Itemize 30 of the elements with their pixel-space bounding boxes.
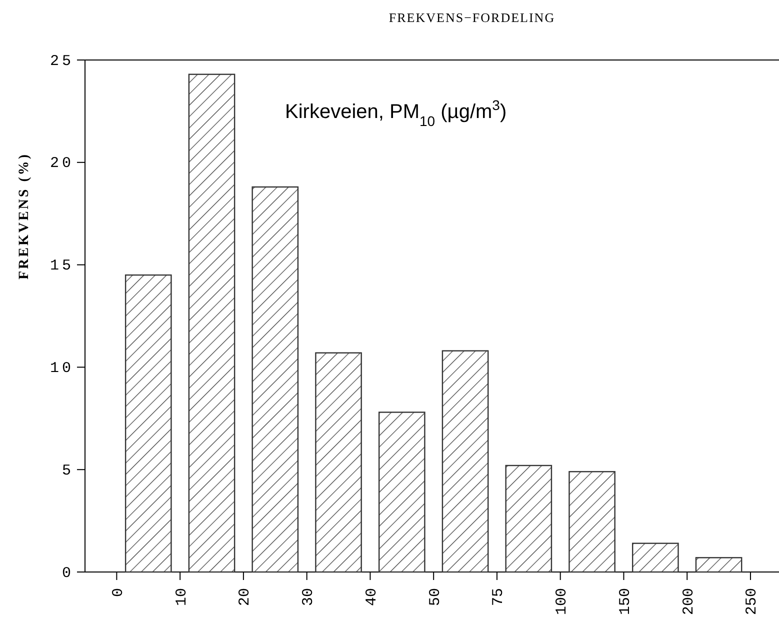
text: 10	[173, 588, 190, 606]
bar	[315, 352, 362, 573]
bar	[442, 350, 489, 573]
y-tick-label: 25	[50, 52, 74, 70]
text: 40	[363, 588, 380, 606]
text: 50	[426, 588, 444, 606]
bar	[188, 74, 236, 573]
bar	[695, 557, 742, 573]
bar	[252, 186, 299, 573]
y-tick-label: 0	[62, 564, 74, 582]
bar	[505, 464, 552, 573]
text: 150	[616, 588, 634, 616]
bar	[124, 274, 172, 573]
chart-title: FREKVENS−FORDELING	[388, 10, 556, 25]
y-axis-title: FREKVENS (%)	[17, 152, 32, 280]
text: 100	[554, 588, 571, 616]
bar	[632, 542, 679, 573]
bar	[568, 471, 616, 573]
text: 20	[236, 588, 254, 606]
text: 0	[110, 588, 127, 598]
text: 250	[744, 588, 761, 616]
text: 75	[490, 588, 508, 606]
text: 200	[680, 588, 698, 616]
text: 30	[300, 588, 318, 606]
bar	[378, 412, 426, 573]
y-tick-label: 5	[62, 462, 74, 480]
annotation: Kirkeveien, PM$_{10}$ (µg/m$^{3}$)	[285, 97, 507, 129]
y-tick-label: 20	[50, 155, 74, 172]
y-tick-label: 15	[50, 258, 74, 275]
y-tick-label: 10	[50, 360, 74, 377]
